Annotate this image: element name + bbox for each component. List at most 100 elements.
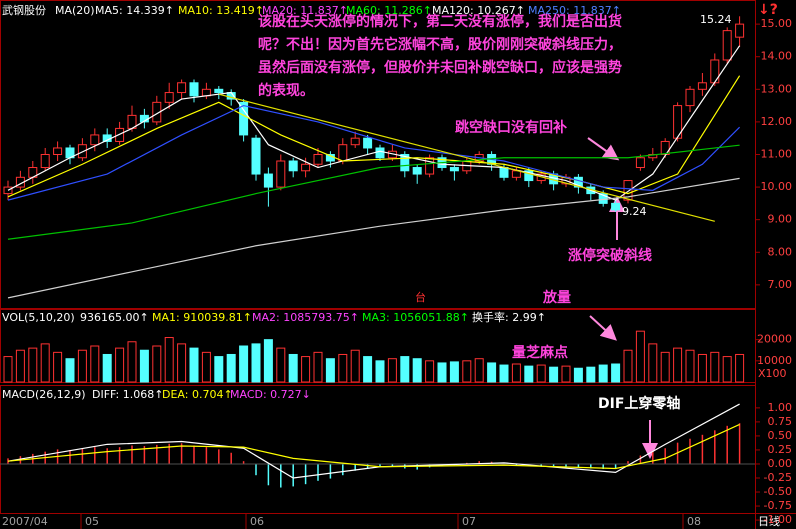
candle-body [611, 202, 621, 211]
header-item: MA20: 11.837↑ [262, 4, 348, 17]
volume-bar [722, 356, 732, 383]
header-item: VOL(5,10,20) [2, 311, 75, 324]
y-tick-label: 0.75 [768, 415, 793, 428]
candle-body [164, 92, 174, 103]
y-tick-label: 10.00 [761, 180, 793, 193]
note-line: 虽然后面没有涨停，但股价并未回补跳空缺口，应该是强势 [258, 59, 622, 76]
volume-bar [15, 349, 25, 383]
candle-body [412, 167, 422, 175]
volume-bar [189, 347, 199, 383]
candle-body [53, 147, 63, 155]
volume-bar [127, 341, 137, 383]
y-tick-label: 0.00 [768, 457, 793, 470]
volume-bar [251, 343, 261, 383]
candle-body [201, 88, 211, 97]
header-item: MA(20) [55, 4, 95, 17]
y-tick-label: 14.00 [761, 50, 793, 63]
volume-bar [313, 351, 323, 383]
annotation: 涨停突破斜线 [568, 247, 652, 264]
annotation: 15.24 [700, 13, 732, 26]
line-series [7, 45, 741, 201]
header-item: MA1: 910039.81↑ [152, 311, 252, 324]
volume-bar [635, 330, 645, 383]
volume-bar [288, 353, 298, 383]
volume-bar [685, 349, 695, 383]
volume-bar [77, 349, 87, 383]
candle-body [301, 163, 311, 172]
volume-bar [177, 343, 187, 383]
volume-bar [449, 361, 459, 383]
annotation: 台 [415, 290, 426, 304]
candle-body [524, 170, 534, 182]
volume-bar [648, 343, 658, 383]
y-tick-label: -0.75 [764, 499, 792, 512]
candle-body [214, 88, 224, 94]
volume-bar [28, 347, 38, 383]
volume-bar [53, 351, 63, 383]
volume-bar [90, 345, 100, 383]
y-tick-label: 0.25 [768, 443, 793, 456]
candle-body [400, 153, 410, 172]
volume-bar [524, 365, 534, 383]
header-item: MA120: 10.267↑ [432, 4, 525, 17]
volume-bar [152, 345, 162, 383]
line-series [7, 144, 740, 240]
y-tick-label: 15.00 [761, 17, 793, 30]
candle-body [189, 82, 199, 97]
volume-bar [412, 358, 422, 383]
arrows [587, 137, 658, 459]
volume-bar [363, 356, 373, 383]
volume-bar [164, 337, 174, 383]
y-tick-label: -0.25 [764, 471, 792, 484]
volume-bar [115, 347, 125, 383]
period-label: 05 [85, 515, 99, 528]
header-item: MACD(26,12,9) [2, 388, 86, 401]
annotation: 9.24 [622, 205, 647, 218]
y-tick-label: 8.00 [768, 245, 793, 258]
y-tick-label: 7.00 [768, 278, 793, 291]
y-tick-label: 1.00 [768, 401, 793, 414]
volume-bar [301, 356, 311, 383]
period-label: 2007/04 [2, 515, 48, 528]
candle-body [375, 147, 385, 159]
volume-bar [611, 363, 621, 383]
header-item: MA250: 11.837↑ [528, 4, 621, 17]
candle-body [276, 160, 286, 188]
line-series [7, 403, 740, 479]
header-item: MA3: 1056051.88↑ [362, 311, 469, 324]
candle-body [685, 88, 695, 107]
annotation: 放量 [542, 289, 571, 306]
trendline [218, 93, 715, 222]
volume-bar [387, 358, 397, 383]
volume-bar [499, 364, 509, 383]
candle-body [177, 82, 187, 94]
y-tick-label: 10000 [757, 354, 792, 367]
volume-bar [660, 351, 670, 383]
volume-bar [511, 363, 521, 383]
volume-bar [325, 358, 335, 383]
candle-body [710, 59, 720, 84]
volume-bar [598, 364, 608, 383]
candle-body [722, 30, 732, 61]
candle-body [425, 157, 435, 175]
y-tick-label: 11.00 [761, 147, 793, 160]
y-tick-label: 9.00 [768, 213, 793, 226]
header-item: MA2: 1085793.75↑ [252, 311, 359, 324]
period-label: 日线 [758, 514, 780, 528]
volume-bar [226, 353, 236, 383]
period-label: 07 [462, 515, 476, 528]
volume-bar [437, 362, 447, 383]
y-tick-label: -1.00 [764, 513, 792, 526]
volume-bar [673, 347, 683, 383]
header-item: MA60: 11.286↑ [346, 4, 432, 17]
candle-body [90, 134, 100, 146]
y-tick-label: 20000 [757, 333, 792, 346]
header-item: DEA: 0.704↑ [162, 388, 233, 401]
candle-body [697, 82, 707, 90]
volume-bar [549, 366, 559, 383]
volume-bar [710, 351, 720, 383]
volume-bar [487, 362, 497, 383]
volume-bar [40, 343, 50, 383]
